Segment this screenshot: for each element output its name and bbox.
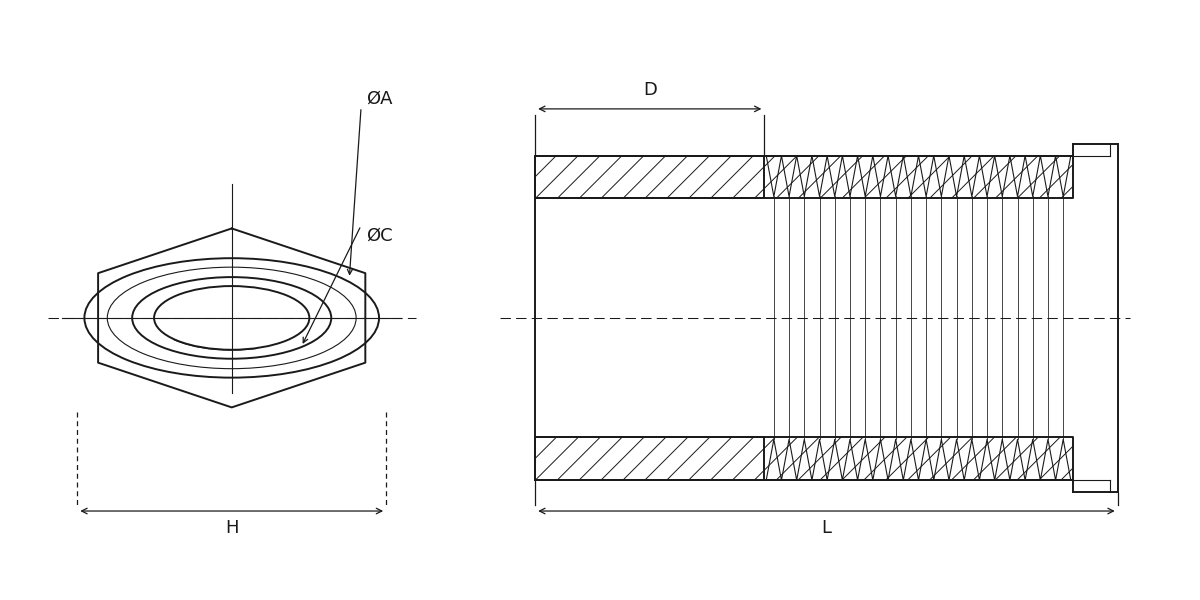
Text: ØC: ØC <box>366 226 392 244</box>
Text: D: D <box>643 81 656 99</box>
Text: H: H <box>224 519 239 537</box>
Text: L: L <box>822 519 832 537</box>
Text: ØA: ØA <box>366 90 392 108</box>
